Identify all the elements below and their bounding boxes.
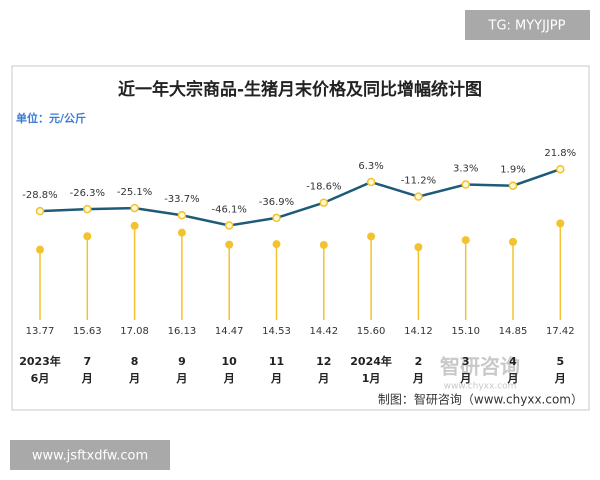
price-dot xyxy=(556,219,565,228)
price-dot xyxy=(83,232,92,241)
yoy-point xyxy=(461,180,470,189)
yoy-point xyxy=(556,164,565,174)
yoy-point xyxy=(414,192,423,201)
yoy-point xyxy=(224,221,234,230)
x-tick-label: 2024年 1月 xyxy=(350,354,392,385)
yoy-label: -26.3% xyxy=(70,188,105,199)
price-dot xyxy=(272,240,281,249)
price-dot xyxy=(225,240,234,249)
x-tick-label: 12 月 xyxy=(316,355,331,385)
yoy-label: 1.9% xyxy=(500,165,525,176)
price-label: 13.77 xyxy=(26,326,55,337)
price-dot xyxy=(177,228,186,237)
price-label: 14.53 xyxy=(262,326,291,337)
price-dot xyxy=(509,237,517,246)
watermark-brand: 智研咨询 xyxy=(440,355,520,379)
price-label: 17.08 xyxy=(120,326,149,337)
yoy-label: 3.3% xyxy=(453,164,478,175)
price-label: 16.13 xyxy=(168,326,197,337)
price-label: 14.42 xyxy=(309,326,338,337)
overlay-bottom-box xyxy=(10,440,170,470)
price-dot xyxy=(130,221,139,230)
yoy-line xyxy=(39,168,561,227)
price-dot xyxy=(367,232,376,241)
yoy-label: -33.7% xyxy=(164,194,199,205)
yoy-label: -25.1% xyxy=(117,187,152,198)
price-dot xyxy=(414,243,423,252)
yoy-point xyxy=(177,210,187,220)
x-tick-label: 2023年 6月 xyxy=(19,354,61,385)
price-label: 14.85 xyxy=(499,326,528,337)
price-dot xyxy=(36,245,44,254)
yoy-label: -46.1% xyxy=(212,205,247,216)
overlay-bottom: www.jsftxdfw.com xyxy=(32,449,148,464)
yoy-point xyxy=(35,206,45,216)
unit-label: 单位：元/公斤 xyxy=(16,111,86,125)
price-dot xyxy=(461,236,470,245)
yoy-label: 6.3% xyxy=(358,161,383,172)
chart-title: 近一年大宗商品-生猪月末价格及同比增幅统计图 xyxy=(118,79,482,100)
yoy-point xyxy=(319,198,329,207)
price-label: 15.63 xyxy=(73,326,102,337)
chart-frame xyxy=(11,65,590,411)
x-tick-label: 10 月 xyxy=(222,355,238,385)
source: 制图：智研咨询（www.chyxx.com） xyxy=(378,392,583,407)
watermark-url: www.chyxx.com xyxy=(444,382,517,392)
yoy-label: -36.9% xyxy=(259,197,294,208)
price-label: 14.12 xyxy=(404,326,433,337)
x-tick-label: 11 月 xyxy=(269,355,284,385)
overlay-top-box xyxy=(465,10,590,40)
yoy-label: -18.6% xyxy=(306,182,341,193)
yoy-point xyxy=(366,177,376,187)
yoy-point xyxy=(508,181,518,190)
price-dot xyxy=(319,240,328,249)
overlay-top: TG: MYYJJPP xyxy=(488,19,566,34)
price-label: 15.60 xyxy=(357,326,386,337)
yoy-point xyxy=(272,213,281,223)
yoy-label: -11.2% xyxy=(401,176,436,187)
price-label: 14.47 xyxy=(215,326,244,337)
yoy-label: 21.8% xyxy=(544,148,576,159)
yoy-label: -28.8% xyxy=(22,190,57,201)
yoy-point xyxy=(83,204,92,214)
price-label: 15.10 xyxy=(451,326,480,337)
yoy-point xyxy=(130,203,139,213)
price-label: 17.42 xyxy=(546,326,575,337)
